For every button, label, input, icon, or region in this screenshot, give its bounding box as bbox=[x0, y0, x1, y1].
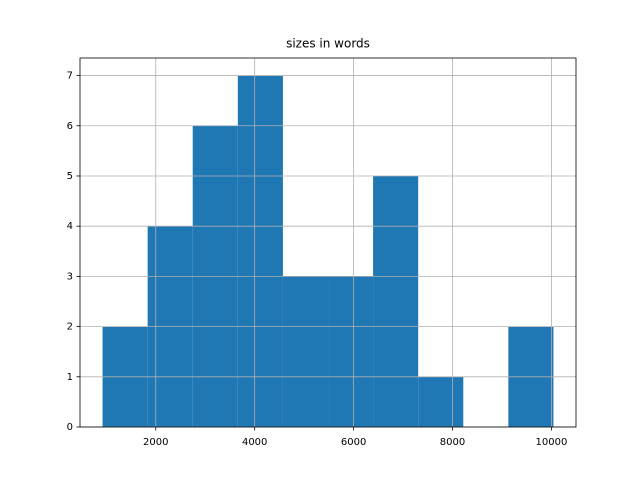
x-tick-label: 4000 bbox=[242, 437, 267, 448]
y-tick-label: 6 bbox=[67, 121, 73, 132]
axes-frame bbox=[79, 57, 577, 428]
y-tick-label: 4 bbox=[67, 221, 73, 232]
bar bbox=[282, 276, 329, 427]
x-tick-label: 8000 bbox=[440, 437, 465, 448]
x-tick-label: 10000 bbox=[536, 437, 568, 448]
bar bbox=[328, 276, 374, 427]
y-tick-label: 5 bbox=[67, 171, 73, 182]
chart-title: sizes in words bbox=[286, 37, 370, 51]
y-tick-label: 0 bbox=[67, 422, 73, 433]
y-tick-label: 7 bbox=[67, 71, 73, 82]
y-tick-label: 2 bbox=[67, 322, 73, 333]
y-tick-label: 3 bbox=[67, 271, 73, 282]
bar bbox=[418, 376, 464, 427]
x-tick-label: 2000 bbox=[143, 437, 168, 448]
y-tick-label: 1 bbox=[67, 372, 73, 383]
bar bbox=[373, 175, 419, 427]
x-tick-label: 6000 bbox=[341, 437, 366, 448]
bar bbox=[237, 75, 283, 428]
